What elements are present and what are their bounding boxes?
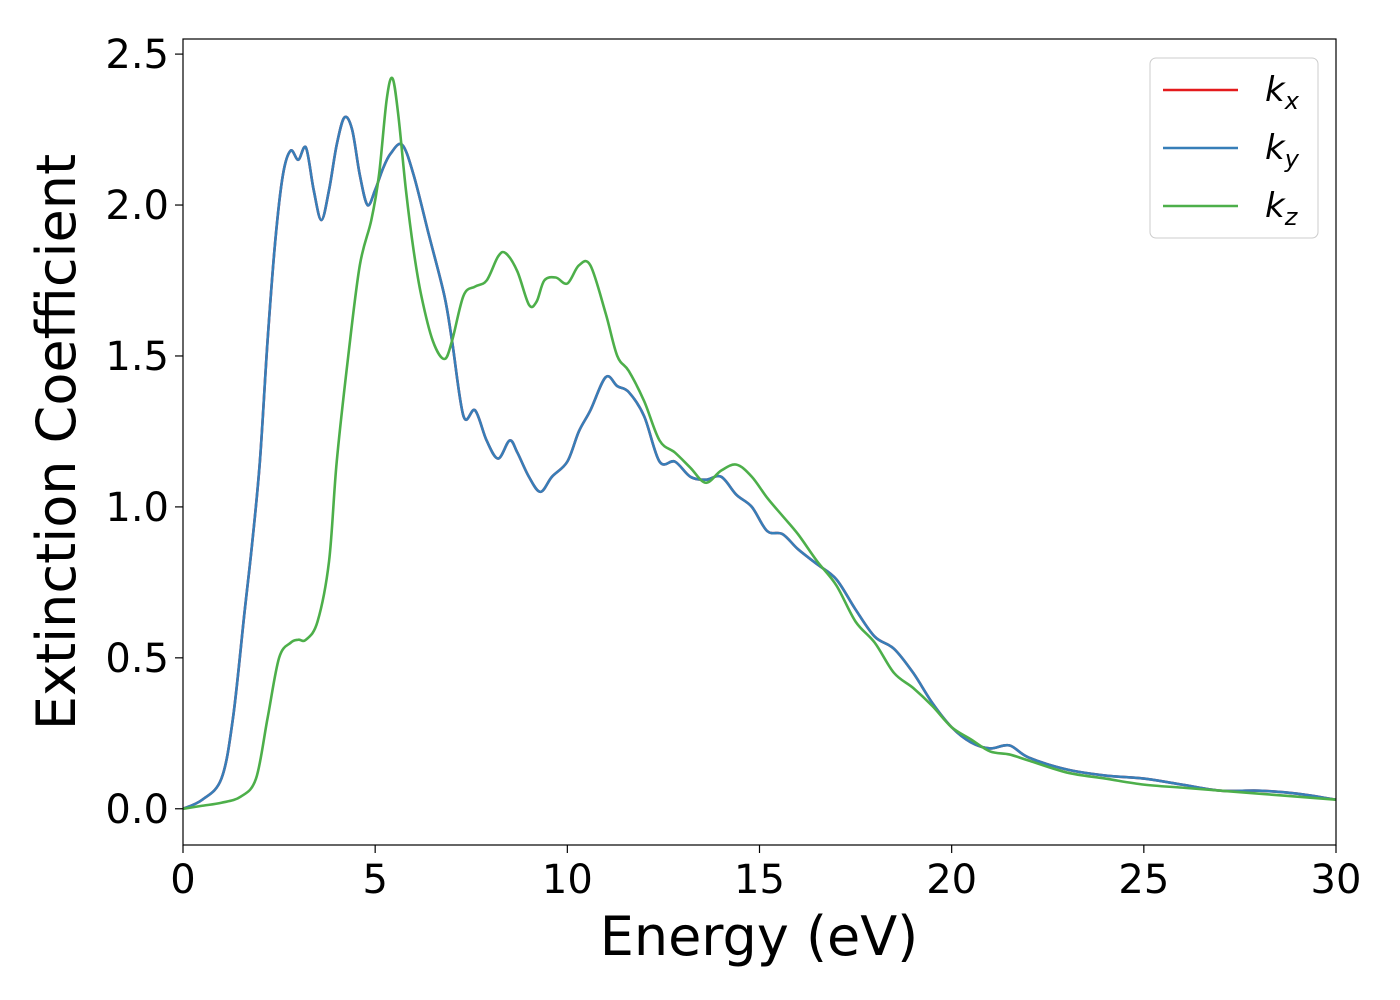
y-tick-label: 1.0 — [105, 485, 169, 531]
y-tick-label: 0.0 — [105, 787, 169, 833]
x-tick-label: 5 — [362, 857, 387, 903]
legend-label-ky: ky — [1265, 128, 1300, 173]
y-tick-label: 1.5 — [105, 334, 169, 380]
legend-label-kx: kx — [1265, 70, 1300, 115]
x-tick-label: 0 — [170, 857, 195, 903]
y-axis: 0.0 0.5 1.0 1.5 2.0 2.5 — [105, 32, 183, 833]
y-tick-label: 2.0 — [105, 183, 169, 229]
x-tick-label: 10 — [542, 857, 593, 903]
x-tick-label: 30 — [1311, 857, 1362, 903]
series-line-kz — [182, 76, 1337, 811]
legend-label-kz: kz — [1265, 186, 1299, 231]
legend: kx ky kz — [1149, 57, 1319, 239]
series-layer — [182, 76, 1337, 811]
y-tick-label: 2.5 — [105, 32, 169, 78]
x-axis: 0 5 10 15 20 25 30 — [170, 845, 1361, 903]
x-tick-label: 15 — [734, 857, 785, 903]
x-tick-label: 25 — [1118, 857, 1169, 903]
y-tick-label: 0.5 — [105, 636, 169, 682]
x-axis-title: Energy (eV) — [600, 905, 919, 968]
x-tick-label: 20 — [926, 857, 977, 903]
y-axis-title: Extinction Coefficient — [25, 154, 88, 730]
